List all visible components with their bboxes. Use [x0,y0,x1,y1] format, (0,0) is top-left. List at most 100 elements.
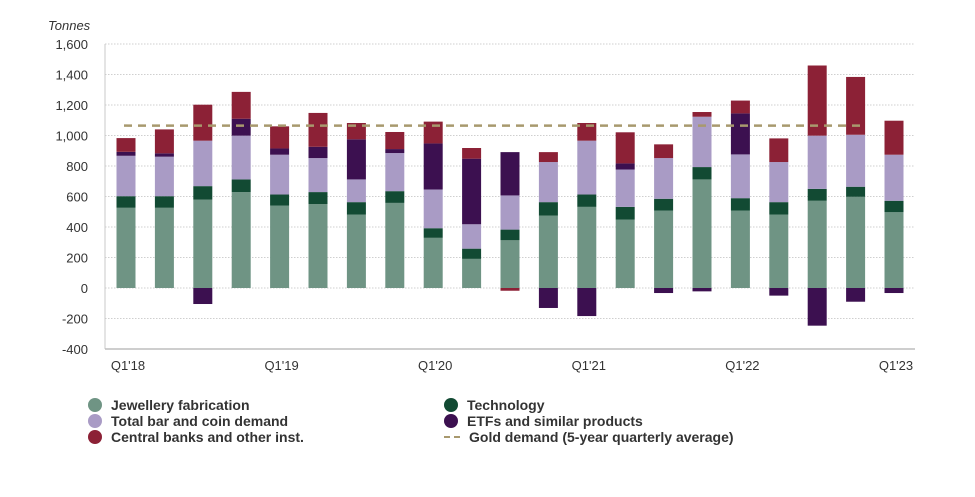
bar-segment [154,129,174,154]
bar-segment [231,135,251,180]
bar-segment [270,126,290,149]
bar-segment [346,179,366,203]
legend-label: Gold demand (5-year quarterly average) [469,429,734,445]
bar-segment [308,192,328,205]
legend-swatch [88,414,102,428]
bar-segment [231,118,251,136]
bar-segment [500,229,520,241]
bar-segment [615,169,635,207]
bar-segment [769,138,789,163]
bar-segment [807,65,827,136]
bar-segment [846,288,866,302]
bar-segment [423,228,443,238]
bar-segment [884,120,904,155]
bar-segment [231,91,251,119]
y-tick-label: -200 [62,312,88,327]
bar-segment [730,198,750,211]
bar-segment [769,288,789,296]
bar-segment [846,134,866,187]
bar-segment [423,121,443,144]
bar-segment [270,154,290,195]
bar-segment [500,240,520,288]
bar-segment [807,200,827,288]
bar-segment [462,258,482,288]
legend-label: Total bar and coin demand [111,413,289,429]
bar-segment [807,135,827,189]
bar-segment [615,206,635,220]
bar-segment [769,214,789,288]
y-tick-label: 600 [66,190,88,205]
bar-segment [116,138,136,152]
bar-segment [385,191,405,203]
y-tick-label: 400 [66,220,88,235]
bar-segment [538,202,558,216]
legend-item-etfs: ETFs and similar products [444,413,643,429]
bar-segment [654,210,674,288]
bar-segment [500,195,520,230]
bar-segment [116,155,136,197]
bar-segment [692,179,712,288]
bar-segment [346,122,366,140]
x-tick-label: Q1'21 [572,358,606,373]
legend-item-bar-coin: Total bar and coin demand [88,413,288,429]
bar-segment [385,153,405,192]
bar-segment [500,288,520,291]
bar-segment [385,131,405,150]
bar-segment [577,140,597,195]
bar-segment [654,158,674,199]
bar-segment [577,194,597,207]
legend-swatch [444,414,458,428]
bar-segment [270,194,290,206]
bar-segment [807,188,827,201]
bar-segment [231,179,251,193]
bar-segment [462,248,482,259]
x-tick-label: Q1'23 [879,358,913,373]
bar-segment [769,202,789,215]
x-tick-label: Q1'22 [725,358,759,373]
bar-segment [884,154,904,201]
bar-segment [154,207,174,288]
legend-swatch [444,398,458,412]
bar-segment [346,139,366,180]
bar-segment [730,210,750,288]
legend-swatch [88,398,102,412]
bar-segment [846,186,866,197]
legend-swatch [88,430,102,444]
y-tick-label: 1,600 [55,37,88,52]
legend-item-central-banks: Central banks and other inst. [88,429,304,445]
bar-segment [154,156,174,197]
y-tick-label: 1,200 [55,98,88,113]
bar-segment [116,207,136,288]
bar-segment [654,288,674,294]
y-tick-label: 1,400 [55,68,88,83]
bar-segment [538,152,558,163]
bar-segment [193,288,213,305]
bar-segment [884,288,904,294]
bar-segment [193,104,213,141]
bar-segment [538,215,558,288]
bar-segment [692,116,712,168]
bar-segment [730,154,750,199]
y-axis-title: Tonnes [48,18,91,33]
bar-segment [462,148,482,159]
bar-segment [270,148,290,155]
bar-segment [308,204,328,288]
legend-label: ETFs and similar products [467,413,643,429]
bar-segment [692,112,712,117]
bar-segment [884,200,904,213]
bar-segment [423,237,443,288]
bar-segment [346,214,366,288]
bar-segment [385,149,405,154]
bar-segment [538,162,558,203]
bar-segment [654,144,674,159]
bar-segment [423,189,443,229]
bar-segment [500,152,520,196]
bar-segment [577,206,597,288]
bar-segment [231,192,251,288]
bar-segment [462,158,482,225]
bar-segment [308,146,328,159]
bar-segment [193,140,213,187]
bar-segment [462,224,482,249]
legend-item-jewellery: Jewellery fabrication [88,397,250,413]
